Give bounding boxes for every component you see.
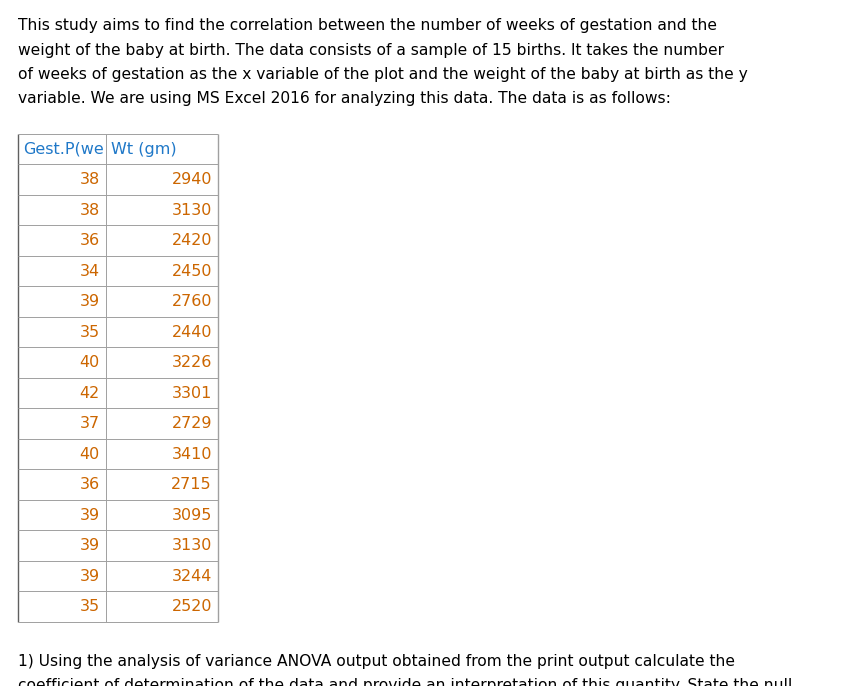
Text: Wt (gm): Wt (gm): [111, 142, 177, 156]
Text: 2940: 2940: [171, 172, 212, 187]
Text: 40: 40: [80, 355, 100, 370]
Text: 39: 39: [80, 539, 100, 553]
Text: 39: 39: [80, 508, 100, 523]
Text: 3095: 3095: [172, 508, 212, 523]
Text: 36: 36: [80, 477, 100, 493]
Text: 2715: 2715: [171, 477, 212, 493]
Text: 39: 39: [80, 294, 100, 309]
Text: 3130: 3130: [172, 203, 212, 217]
Text: weight of the baby at birth. The data consists of a sample of 15 births. It take: weight of the baby at birth. The data co…: [18, 43, 724, 58]
Text: 39: 39: [80, 569, 100, 584]
Text: 2420: 2420: [171, 233, 212, 248]
Text: 2520: 2520: [171, 600, 212, 614]
Text: 3410: 3410: [171, 447, 212, 462]
Text: 2729: 2729: [171, 416, 212, 431]
Text: 3130: 3130: [172, 539, 212, 553]
Text: 42: 42: [80, 386, 100, 401]
Text: of weeks of gestation as the x variable of the plot and the weight of the baby a: of weeks of gestation as the x variable …: [18, 67, 748, 82]
Text: coefficient of determination of the data and provide an interpretation of this q: coefficient of determination of the data…: [18, 678, 792, 686]
Text: 1) Using the analysis of variance ANOVA output obtained from the print output ca: 1) Using the analysis of variance ANOVA …: [18, 654, 735, 669]
Text: 35: 35: [80, 324, 100, 340]
Text: This study aims to find the correlation between the number of weeks of gestation: This study aims to find the correlation …: [18, 18, 717, 33]
Text: variable. We are using MS Excel 2016 for analyzing this data. The data is as fol: variable. We are using MS Excel 2016 for…: [18, 91, 671, 106]
Text: 40: 40: [80, 447, 100, 462]
Text: 3244: 3244: [172, 569, 212, 584]
Text: 2450: 2450: [171, 263, 212, 279]
Text: Gest.P(we: Gest.P(we: [23, 142, 103, 156]
Text: 3226: 3226: [172, 355, 212, 370]
Text: 2440: 2440: [171, 324, 212, 340]
Text: 3301: 3301: [172, 386, 212, 401]
Text: 36: 36: [80, 233, 100, 248]
Text: 35: 35: [80, 600, 100, 614]
Text: 2760: 2760: [171, 294, 212, 309]
Text: 34: 34: [80, 263, 100, 279]
Text: 37: 37: [80, 416, 100, 431]
Text: 38: 38: [80, 172, 100, 187]
Text: 38: 38: [80, 203, 100, 217]
